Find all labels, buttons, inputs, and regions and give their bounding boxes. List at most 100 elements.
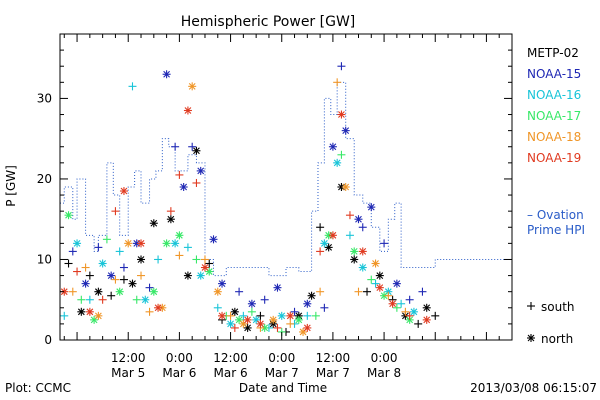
data-point	[175, 251, 184, 260]
data-point	[316, 247, 325, 256]
data-point	[60, 287, 69, 296]
data-point	[235, 287, 244, 296]
data-point	[171, 142, 180, 151]
data-point	[397, 299, 406, 308]
data-point	[337, 150, 346, 159]
data-point	[94, 243, 103, 252]
data-point	[405, 315, 414, 324]
data-point	[124, 239, 133, 248]
legend: METP-02 NOAA-15 NOAA-16 NOAA-17 NOAA-18 NOAA-…	[527, 46, 585, 346]
x-tick-date-label: Mar 6	[214, 366, 248, 380]
data-point	[149, 219, 158, 228]
data-point	[380, 239, 389, 248]
data-point	[350, 255, 359, 264]
data-point	[154, 303, 163, 312]
data-point	[188, 142, 197, 151]
y-tick-label: 20	[37, 172, 52, 186]
plot-credit: Plot: CCMC	[5, 381, 71, 395]
legend-entry: NOAA-16	[527, 88, 581, 102]
data-point	[94, 311, 103, 320]
data-point	[328, 142, 337, 151]
data-point	[145, 283, 154, 292]
data-point	[115, 287, 124, 296]
data-point	[85, 295, 94, 304]
y-tick-label: 30	[37, 91, 52, 105]
data-point	[247, 307, 256, 316]
data-point	[375, 283, 384, 292]
data-point	[192, 178, 201, 187]
data-point	[401, 307, 410, 316]
legend-entry: METP-02	[527, 46, 579, 60]
data-point	[405, 295, 414, 304]
data-point	[77, 295, 86, 304]
data-point	[175, 231, 184, 240]
data-point	[162, 70, 171, 79]
data-point	[226, 319, 235, 328]
data-point	[119, 187, 128, 196]
chart-title: Hemispheric Power [GW]	[181, 14, 356, 30]
data-point	[303, 311, 312, 320]
data-point	[218, 311, 227, 320]
data-point	[183, 106, 192, 115]
data-point	[333, 158, 342, 167]
data-point	[162, 239, 171, 248]
data-point	[166, 215, 175, 224]
x-axis-label: Date and Time	[239, 381, 327, 395]
data-point	[94, 287, 103, 296]
data-point	[137, 255, 146, 264]
data-point	[418, 287, 427, 296]
data-point	[341, 183, 350, 191]
data-point	[290, 307, 299, 316]
data-point	[183, 271, 192, 280]
legend-marker-label: north	[541, 332, 573, 346]
data-point	[171, 239, 180, 248]
data-point	[192, 146, 201, 155]
data-point	[145, 307, 154, 316]
data-point	[405, 311, 414, 320]
data-point	[388, 299, 397, 308]
data-point	[213, 287, 222, 296]
data-point	[119, 275, 128, 284]
data-point	[311, 311, 320, 320]
data-point	[392, 279, 401, 288]
data-point	[107, 271, 116, 280]
data-point	[294, 315, 303, 324]
series-5	[68, 78, 410, 336]
data-point	[218, 279, 227, 288]
data-point	[320, 239, 329, 248]
legend-entry: NOAA-19	[527, 151, 581, 165]
legend-entry: NOAA-18	[527, 130, 581, 144]
data-point	[328, 231, 337, 240]
data-point	[73, 267, 82, 276]
data-point	[188, 82, 197, 91]
data-point	[77, 307, 86, 316]
data-point	[341, 126, 350, 135]
data-point	[183, 243, 192, 252]
data-point	[307, 291, 316, 300]
data-point	[64, 259, 73, 268]
data-point	[128, 279, 137, 288]
data-point	[98, 259, 107, 268]
data-point	[316, 287, 325, 296]
data-point	[64, 211, 73, 220]
data-point	[137, 271, 146, 280]
x-tick-date-label: Mar 5	[111, 366, 145, 380]
series-1	[64, 146, 440, 336]
legend-ovation: Prime HPI	[527, 223, 585, 237]
data-point	[81, 263, 90, 272]
data-point	[273, 283, 282, 292]
data-point	[141, 295, 150, 304]
data-point	[375, 271, 384, 280]
data-point	[303, 323, 312, 332]
data-point	[102, 235, 111, 244]
data-point	[247, 299, 256, 308]
data-points-layer	[60, 62, 440, 336]
x-tick-label: 0:00	[371, 351, 398, 365]
data-point	[60, 311, 69, 320]
data-point	[111, 207, 120, 216]
data-point	[337, 110, 346, 119]
y-axis-label: P [GW]	[4, 165, 18, 207]
data-point	[128, 82, 137, 91]
